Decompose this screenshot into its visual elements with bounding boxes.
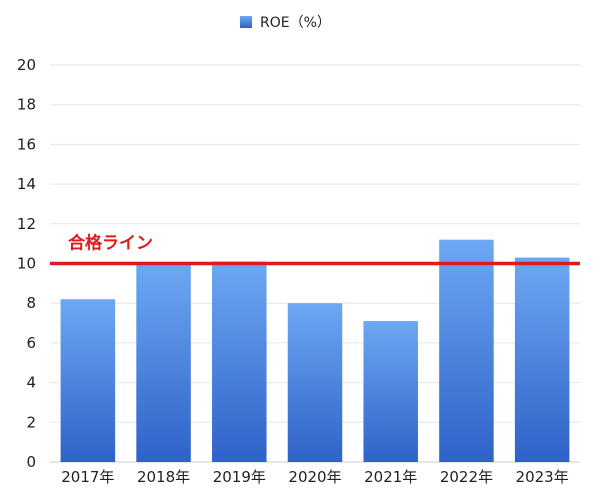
y-tick-label: 12 — [17, 215, 36, 233]
x-axis-ticks: 2017年 2018年 2019年 2020年 2021年 2022年 2023年 — [61, 468, 568, 486]
y-tick-label: 8 — [26, 294, 36, 312]
x-tick-label: 2019年 — [213, 468, 266, 486]
x-tick-label: 2020年 — [288, 468, 341, 486]
chart-legend: ROE（%） — [240, 15, 331, 31]
reference-line-label: 合格ライン — [68, 233, 153, 254]
legend-label-roe: ROE（%） — [260, 15, 331, 31]
reference-line-group: 合格ライン — [50, 233, 580, 266]
legend-swatch-roe — [240, 16, 252, 28]
x-tick-label: 2017年 — [61, 468, 114, 486]
x-tick-label: 2023年 — [516, 468, 569, 486]
y-tick-label: 20 — [17, 56, 36, 74]
y-axis-ticks: 0 2 4 6 8 10 12 14 16 18 20 — [17, 56, 36, 471]
bar-2019年 — [212, 261, 267, 462]
y-tick-label: 2 — [26, 413, 36, 431]
bar-2020年 — [287, 303, 343, 462]
y-tick-label: 6 — [26, 334, 36, 352]
y-tick-label: 0 — [26, 453, 36, 471]
x-tick-label: 2021年 — [364, 468, 417, 486]
bar-2023年 — [514, 257, 570, 462]
bar-2022年 — [439, 239, 494, 462]
y-tick-label: 10 — [17, 255, 36, 273]
x-tick-label: 2022年 — [440, 468, 493, 486]
y-tick-label: 16 — [17, 135, 36, 153]
x-tick-label: 2018年 — [137, 468, 190, 486]
y-tick-label: 4 — [26, 374, 36, 392]
y-tick-label: 18 — [17, 96, 36, 114]
y-tick-label: 14 — [17, 175, 36, 193]
bar-2021年 — [363, 321, 418, 462]
bars — [60, 239, 570, 462]
bar-2018年 — [136, 263, 191, 462]
bar-2017年 — [60, 299, 116, 462]
